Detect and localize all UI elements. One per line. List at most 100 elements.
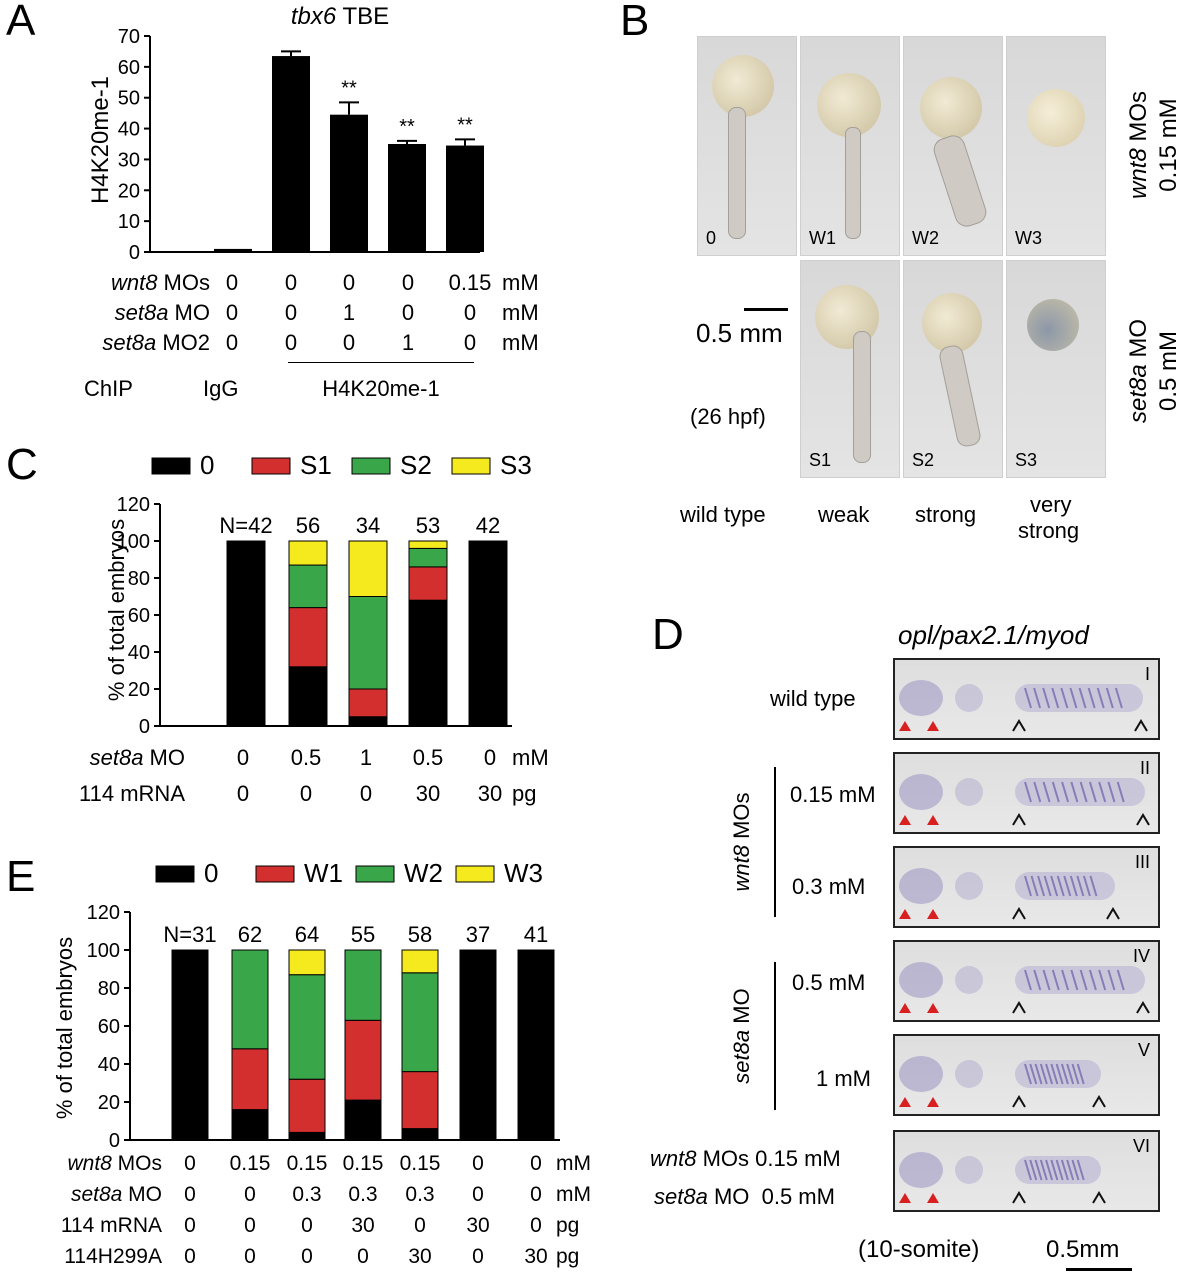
unit: mM — [502, 300, 539, 325]
n-label: N=31 — [163, 922, 216, 947]
black-arrowhead — [1012, 719, 1026, 732]
somite-stripe — [1089, 875, 1098, 897]
cell-value: 0.15 — [448, 270, 492, 295]
black-arrowhead — [1012, 1001, 1026, 1014]
somite-stripe — [1050, 875, 1059, 897]
somite-stripe — [1071, 1159, 1080, 1181]
embryo-photo-wt: 0 — [697, 36, 797, 256]
cell-value: 0 — [299, 781, 313, 806]
cell-value: 0 — [357, 1245, 369, 1268]
cell-value: 0 — [530, 1183, 542, 1206]
somite-stripe — [1050, 1063, 1059, 1085]
bar-segment — [459, 949, 497, 1141]
somite-stripe — [1033, 781, 1042, 803]
embryo-head-stain — [899, 1056, 943, 1092]
panel-b-scale-bar — [744, 308, 788, 311]
panel-b-cat-very: very — [1030, 492, 1072, 517]
somite-stripe — [1039, 1063, 1048, 1085]
n-label: 58 — [408, 922, 432, 947]
y-tick-label: 40 — [128, 642, 150, 664]
panel-label-e: E — [6, 852, 36, 901]
panel-b-cat-strong: strong — [915, 502, 977, 527]
n-label: 62 — [238, 922, 262, 947]
bar — [214, 248, 252, 252]
unit: pg — [512, 781, 537, 806]
row-numeral: I — [1144, 664, 1150, 684]
red-arrowhead — [899, 815, 911, 825]
panel-d-title: opl/pax2.1/myod — [898, 620, 1089, 650]
row-numeral: VI — [1132, 1136, 1150, 1156]
y-tick-label: 60 — [98, 1016, 120, 1038]
cell-value: 0 — [483, 745, 497, 770]
row-label: 114 mRNA — [60, 1214, 162, 1237]
cell-value: 30 — [415, 781, 441, 806]
row-numeral: III — [1134, 852, 1150, 872]
cell-value: 0.5 — [412, 745, 444, 770]
bar-segment — [226, 540, 266, 727]
y-tick-label: 20 — [98, 1092, 120, 1114]
somite-stripe — [1088, 969, 1097, 991]
red-arrowhead — [927, 721, 939, 731]
embryo-midbrain-stain — [955, 778, 983, 806]
bar-segment — [401, 949, 439, 974]
legend-swatch — [455, 865, 495, 883]
red-arrowhead — [899, 721, 911, 731]
chip-igg-label: IgG — [203, 376, 239, 401]
somite-stripe — [1039, 1159, 1048, 1181]
panel-e-table: wnt8 MOs 0 0.15 0.15 0.15 0.15 0 0 mM set8a MO 0 0 0… — [0, 1152, 600, 1280]
bar-segment — [401, 1071, 439, 1130]
legend-swatch — [451, 457, 491, 475]
bar-segment — [344, 1019, 382, 1101]
panel-a-table: wnt8 MOs 0 0 0 0 0.15 mM set8a MO 0 0 1 0 0 mM set8a M… — [0, 270, 600, 420]
row-numeral: II — [1139, 758, 1150, 778]
y-tick-label: 120 — [87, 902, 120, 924]
panel-e-bars: N=31 62 64 55 58 37 41 — [163, 922, 555, 1141]
row-label: set8a MO — [70, 1183, 162, 1206]
unit: mM — [502, 270, 539, 295]
cell-value: 0 — [301, 1214, 313, 1237]
somite-stripe — [1051, 687, 1060, 709]
cell-value: 0 — [472, 1152, 484, 1175]
cell-value: 0 — [244, 1214, 256, 1237]
somite-stripe — [1045, 1159, 1054, 1181]
panel-b-cat-weak: weak — [818, 502, 870, 527]
somite-stripe — [1098, 969, 1107, 991]
red-arrowhead — [899, 1097, 911, 1107]
legend-swatch — [351, 457, 391, 475]
legend-swatch — [151, 457, 191, 475]
n-label: 37 — [466, 922, 490, 947]
bar — [388, 144, 426, 252]
cell-value: 30 — [466, 1214, 490, 1237]
panel-c-ylabel: % of total embryos — [104, 519, 129, 701]
row-label: 114H299A — [64, 1245, 162, 1268]
bar-segment — [401, 972, 439, 1073]
n-label: 55 — [351, 922, 375, 947]
somite-stripe — [1042, 687, 1051, 709]
cell-value: 0 — [244, 1245, 256, 1268]
somite-stripe — [1033, 969, 1042, 991]
panel-d-label-wt: wild type — [770, 686, 856, 711]
cell-value: 0 — [236, 745, 250, 770]
panel-d-vi-line1: wnt8 MOs 0.15 mM — [650, 1146, 841, 1171]
bar-segment — [231, 949, 269, 1050]
somite-stripe — [1060, 1063, 1069, 1085]
somite-stripe — [1069, 875, 1078, 897]
unit: mM — [556, 1183, 591, 1206]
bar-segment — [288, 1131, 326, 1141]
unit: mM — [502, 330, 539, 355]
significance-mark: ** — [457, 114, 473, 136]
legend-label: W3 — [504, 858, 543, 888]
n-label: 42 — [476, 513, 500, 538]
somite-stripe — [1061, 781, 1070, 803]
unit: mM — [512, 745, 549, 770]
panel-b-cat-wildtype: wild type — [680, 502, 766, 527]
bar-segment — [408, 566, 448, 601]
legend-label: S1 — [300, 450, 332, 480]
somite-stripe — [1060, 687, 1069, 709]
bar-segment — [288, 949, 326, 976]
legend-label: 0 — [204, 858, 218, 888]
legend-swatch — [155, 865, 195, 883]
cell-value: 0 — [342, 330, 356, 355]
somite-stripe — [1024, 687, 1032, 709]
bar — [330, 114, 368, 252]
